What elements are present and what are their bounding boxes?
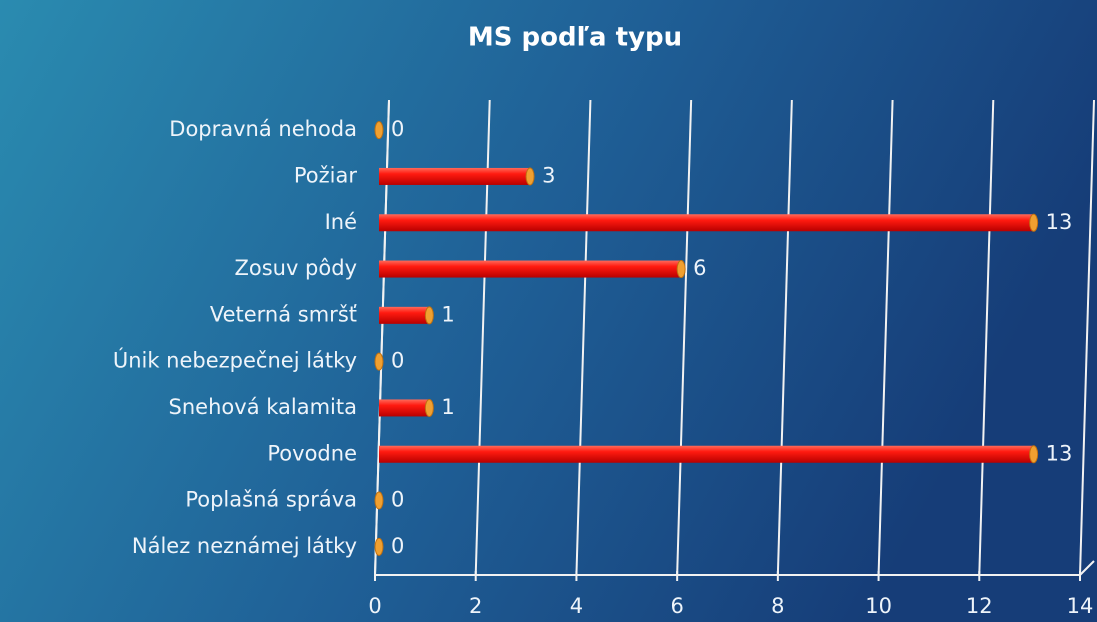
y-tick-label: Snehová kalamita — [169, 395, 357, 419]
bar — [379, 399, 430, 417]
grid-line — [1079, 99, 1095, 576]
value-label: 0 — [391, 117, 404, 141]
value-label: 3 — [542, 163, 555, 187]
bar-cap — [525, 167, 535, 186]
x-tick-label: 14 — [1067, 594, 1094, 618]
value-label: 0 — [391, 534, 404, 558]
value-label: 1 — [441, 302, 454, 326]
bar-cap — [1029, 213, 1039, 232]
x-tick-label: 8 — [771, 594, 784, 618]
value-label: 13 — [1046, 210, 1073, 234]
value-label: 0 — [391, 349, 404, 373]
bar-cap — [374, 491, 384, 510]
x-tick-label: 4 — [570, 594, 583, 618]
bar-cap — [676, 260, 686, 279]
grid-line — [676, 99, 693, 576]
bar — [379, 260, 682, 278]
y-tick-label: Dopravná nehoda — [169, 117, 357, 141]
x-tick-label: 12 — [966, 594, 993, 618]
chart-title: MS podľa typu — [468, 23, 682, 53]
y-tick-label: Únik nebezpečnej látky — [113, 348, 357, 373]
value-label: 13 — [1046, 441, 1073, 465]
x-tick-label: 2 — [469, 594, 482, 618]
grid-line — [877, 99, 894, 576]
y-tick-label: Poplašná správa — [185, 488, 357, 512]
x-tick-label: 10 — [865, 594, 892, 618]
value-label: 6 — [693, 256, 706, 280]
bar-cap — [374, 121, 384, 140]
bar-cap — [1029, 445, 1039, 464]
x-axis-depth — [1079, 560, 1095, 576]
y-tick-label: Veterná smršť — [210, 302, 357, 326]
grid-line — [575, 99, 592, 576]
grid-line — [776, 99, 793, 576]
x-tick-label: 6 — [670, 594, 683, 618]
x-tick-label: 0 — [368, 594, 381, 618]
bar — [379, 214, 1034, 232]
y-tick-label: Nález neznámej látky — [132, 534, 357, 558]
bar — [379, 445, 1034, 463]
bar-cap — [424, 306, 434, 325]
y-tick-label: Povodne — [267, 441, 357, 465]
y-tick-label: Požiar — [294, 163, 357, 187]
value-label: 0 — [391, 488, 404, 512]
bar — [379, 167, 531, 185]
grid-line — [978, 99, 995, 576]
bar-cap — [374, 537, 384, 556]
y-tick-label: Zosuv pôdy — [234, 256, 357, 280]
bar-cap — [424, 398, 434, 417]
y-tick-label: Iné — [325, 210, 357, 234]
bar — [379, 306, 430, 324]
value-label: 1 — [441, 395, 454, 419]
bar-cap — [374, 352, 384, 371]
